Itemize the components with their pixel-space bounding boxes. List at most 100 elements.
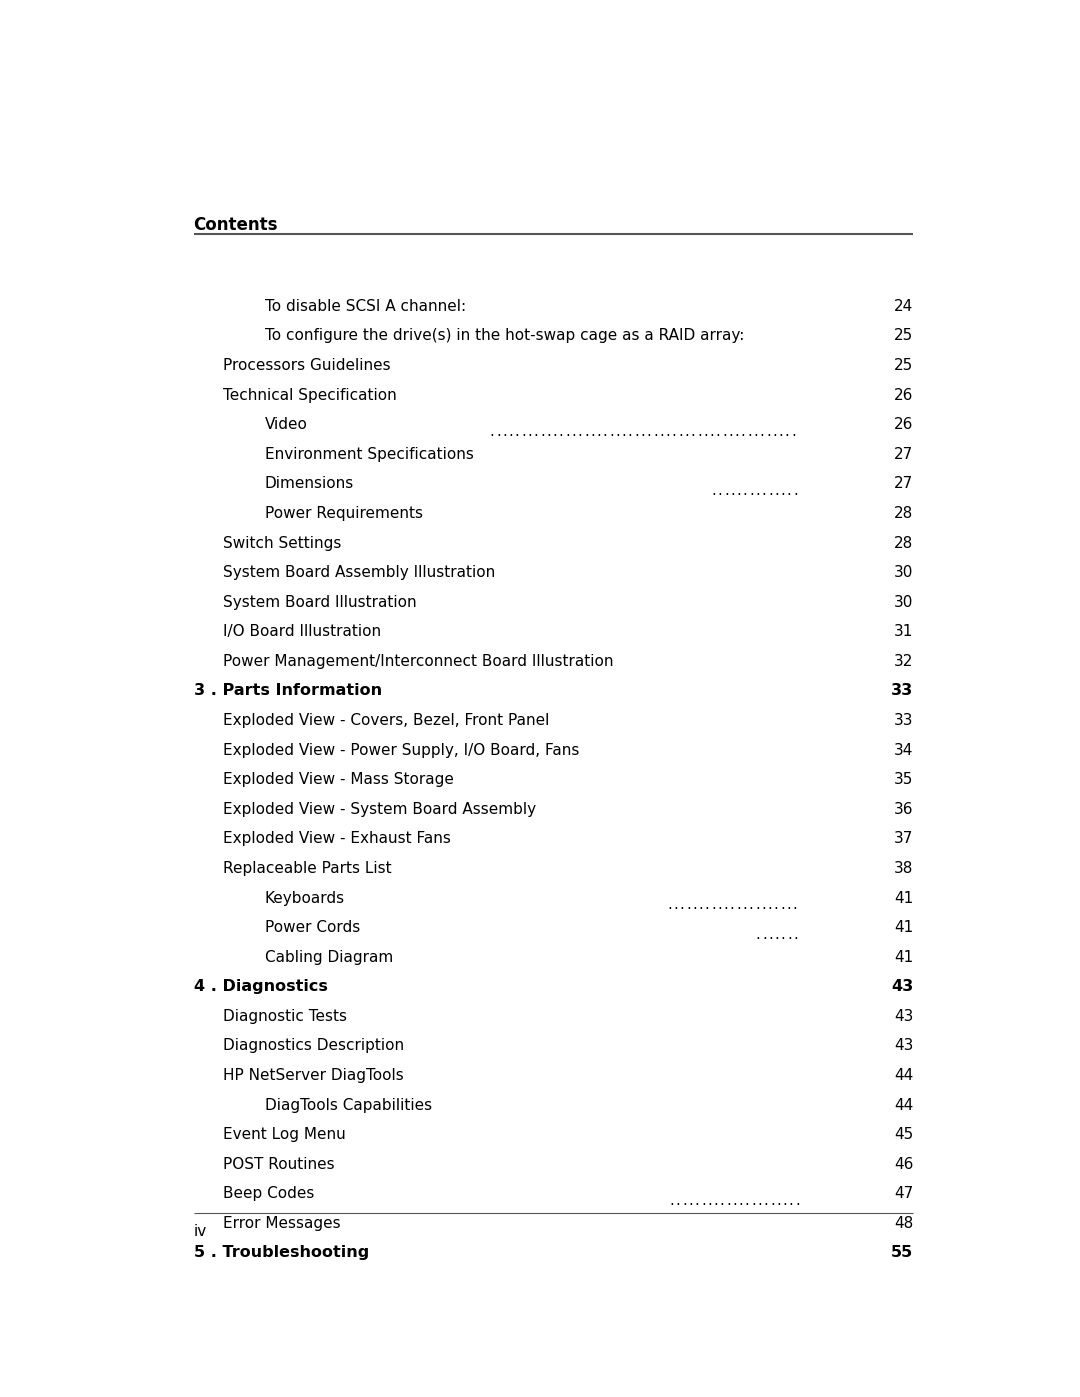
- Text: .: .: [766, 423, 771, 439]
- Text: 27: 27: [894, 447, 914, 462]
- Text: .: .: [732, 1193, 737, 1208]
- Text: Error Messages: Error Messages: [222, 1215, 340, 1231]
- Text: Exploded View - System Board Assembly: Exploded View - System Board Assembly: [222, 802, 536, 817]
- Text: .: .: [719, 1193, 725, 1208]
- Text: .: .: [741, 423, 745, 439]
- Text: Exploded View - Power Supply, I/O Board, Fans: Exploded View - Power Supply, I/O Board,…: [222, 743, 579, 757]
- Text: .: .: [739, 1193, 743, 1208]
- Text: .: .: [522, 423, 526, 439]
- Text: 35: 35: [894, 773, 914, 787]
- Text: 30: 30: [894, 595, 914, 609]
- Text: .: .: [750, 483, 754, 497]
- Text: .: .: [755, 483, 760, 497]
- Text: .: .: [647, 423, 651, 439]
- Text: Exploded View - Mass Storage: Exploded View - Mass Storage: [222, 773, 454, 787]
- Text: .: .: [685, 423, 689, 439]
- Text: .: .: [734, 423, 740, 439]
- Text: .: .: [676, 1193, 680, 1208]
- Text: 26: 26: [894, 418, 914, 432]
- Text: .: .: [694, 1193, 700, 1208]
- Text: Power Cords: Power Cords: [265, 921, 360, 935]
- Text: 38: 38: [894, 861, 914, 876]
- Text: .: .: [667, 897, 672, 912]
- Text: .: .: [774, 483, 779, 497]
- Text: HP NetServer DiagTools: HP NetServer DiagTools: [222, 1067, 404, 1083]
- Text: Processors Guidelines: Processors Guidelines: [222, 358, 391, 373]
- Text: .: .: [752, 1193, 756, 1208]
- Text: 31: 31: [894, 624, 914, 640]
- Text: .: .: [690, 423, 696, 439]
- Text: .: .: [697, 423, 702, 439]
- Text: Exploded View - Exhaust Fans: Exploded View - Exhaust Fans: [222, 831, 450, 847]
- Text: .: .: [672, 423, 676, 439]
- Text: 44: 44: [894, 1098, 914, 1112]
- Text: .: .: [742, 897, 747, 912]
- Text: .: .: [653, 423, 658, 439]
- Text: .: .: [755, 897, 759, 912]
- Text: .: .: [761, 483, 767, 497]
- Text: .: .: [509, 423, 513, 439]
- Text: .: .: [724, 897, 728, 912]
- Text: .: .: [565, 423, 570, 439]
- Text: .: .: [756, 926, 760, 942]
- Text: .: .: [730, 897, 734, 912]
- Text: .: .: [489, 423, 495, 439]
- Text: .: .: [686, 897, 690, 912]
- Text: 26: 26: [894, 387, 914, 402]
- Text: System Board Assembly Illustration: System Board Assembly Illustration: [222, 566, 495, 580]
- Text: .: .: [502, 423, 507, 439]
- Text: 33: 33: [894, 712, 914, 728]
- Text: .: .: [703, 423, 707, 439]
- Text: .: .: [553, 423, 557, 439]
- Text: Exploded View - Covers, Bezel, Front Panel: Exploded View - Covers, Bezel, Front Pan…: [222, 712, 550, 728]
- Text: 33: 33: [891, 683, 914, 698]
- Text: .: .: [728, 423, 733, 439]
- Text: 24: 24: [894, 299, 914, 314]
- Text: .: .: [793, 483, 798, 497]
- Text: .: .: [770, 1193, 774, 1208]
- Text: .: .: [793, 897, 797, 912]
- Text: .: .: [679, 897, 685, 912]
- Text: .: .: [716, 423, 720, 439]
- Text: .: .: [768, 926, 773, 942]
- Text: Keyboards: Keyboards: [265, 890, 345, 905]
- Text: 5 . Troubleshooting: 5 . Troubleshooting: [193, 1246, 369, 1260]
- Text: 36: 36: [894, 802, 914, 817]
- Text: .: .: [768, 897, 772, 912]
- Text: .: .: [670, 1193, 674, 1208]
- Text: Beep Codes: Beep Codes: [222, 1186, 314, 1201]
- Text: .: .: [743, 483, 747, 497]
- Text: Environment Specifications: Environment Specifications: [265, 447, 474, 462]
- Text: 48: 48: [894, 1215, 914, 1231]
- Text: 32: 32: [894, 654, 914, 669]
- Text: .: .: [571, 423, 576, 439]
- Text: .: .: [603, 423, 607, 439]
- Text: 27: 27: [894, 476, 914, 492]
- Text: .: .: [701, 1193, 705, 1208]
- Text: 41: 41: [894, 921, 914, 935]
- Text: 28: 28: [894, 535, 914, 550]
- Text: .: .: [718, 483, 723, 497]
- Text: .: .: [692, 897, 697, 912]
- Text: .: .: [777, 1193, 781, 1208]
- Text: .: .: [730, 483, 735, 497]
- Text: .: .: [757, 1193, 762, 1208]
- Text: Switch Settings: Switch Settings: [222, 535, 341, 550]
- Text: .: .: [764, 1193, 769, 1208]
- Text: Diagnostics Description: Diagnostics Description: [222, 1038, 404, 1053]
- Text: .: .: [616, 423, 620, 439]
- Text: .: .: [534, 423, 539, 439]
- Text: .: .: [515, 423, 519, 439]
- Text: .: .: [609, 423, 613, 439]
- Text: .: .: [786, 483, 792, 497]
- Text: .: .: [640, 423, 645, 439]
- Text: 47: 47: [894, 1186, 914, 1201]
- Text: .: .: [714, 1193, 718, 1208]
- Text: .: .: [773, 897, 779, 912]
- Text: .: .: [786, 897, 791, 912]
- Text: 28: 28: [894, 506, 914, 521]
- Text: POST Routines: POST Routines: [222, 1157, 335, 1172]
- Text: .: .: [794, 926, 798, 942]
- Text: .: .: [596, 423, 602, 439]
- Text: .: .: [747, 423, 752, 439]
